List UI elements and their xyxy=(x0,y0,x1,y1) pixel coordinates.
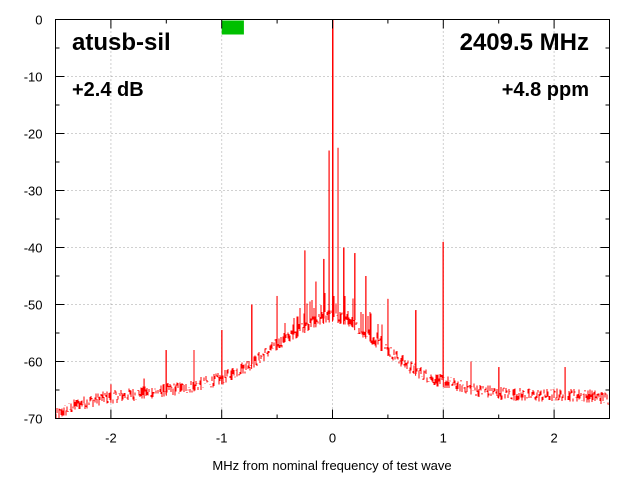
gain-label: +2.4 dB xyxy=(72,79,144,101)
x-tick-label: 1 xyxy=(440,431,447,446)
x-tick-label: 0 xyxy=(329,431,336,446)
offset-label: +4.8 ppm xyxy=(502,79,589,101)
y-tick-label: -20 xyxy=(24,127,43,142)
y-tick-label: -30 xyxy=(24,184,43,199)
tick-labels: 0-10-20-30-40-50-60-70-2 -1 0 1 2 xyxy=(24,13,558,446)
axis-ticks xyxy=(55,19,610,419)
spectrum-series xyxy=(55,19,610,419)
x-tick-label: -1 xyxy=(216,431,228,446)
y-tick-label: -10 xyxy=(24,70,43,85)
y-tick-label: -40 xyxy=(24,241,43,256)
y-tick-label: -50 xyxy=(24,298,43,313)
y-tick-label: -70 xyxy=(24,412,43,427)
x-tick-label: -2 xyxy=(105,431,117,446)
y-tick-label: -60 xyxy=(24,355,43,370)
y-tick-label: 0 xyxy=(35,13,42,28)
x-tick-label: 2 xyxy=(550,431,557,446)
x-axis-label: MHz from nominal frequency of test wave xyxy=(212,458,451,473)
status-indicator xyxy=(221,20,244,35)
chart-title: atusb-sil xyxy=(72,29,171,56)
frequency-label: 2409.5 MHz xyxy=(460,29,589,56)
